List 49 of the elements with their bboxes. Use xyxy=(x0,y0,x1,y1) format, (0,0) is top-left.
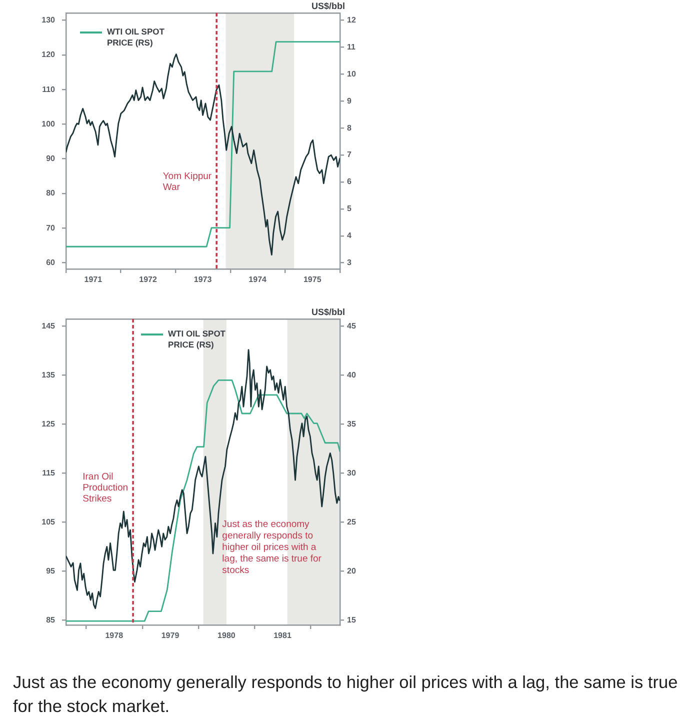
ref-line-label: Yom Kippur War xyxy=(162,171,212,194)
y2-tick-label: 3 xyxy=(347,258,352,268)
x-tick-label: 1973 xyxy=(194,275,212,284)
y2-tick-label: 30 xyxy=(347,468,356,478)
ref-line-label: Iran Oil Production Strikes xyxy=(82,471,128,504)
y-tick-label: 90 xyxy=(46,154,56,164)
y2-tick-label: 20 xyxy=(347,566,356,576)
x-tick-label: 1974 xyxy=(248,275,268,284)
y-tick-label: 85 xyxy=(46,615,56,624)
y-tick-label: 60 xyxy=(46,258,56,267)
y2-tick-label: 6 xyxy=(347,177,352,186)
y-tick-label: 130 xyxy=(42,15,56,24)
annotation: Just as the economy generally responds to higher oil prices with a lag, the same is true for stocks xyxy=(222,518,322,576)
x-tick-label: 1975 xyxy=(303,275,322,284)
y-tick-label: 110 xyxy=(42,84,56,94)
y2-tick-label: 8 xyxy=(347,123,352,132)
x-tick-label: 1978 xyxy=(105,631,124,640)
y2-tick-label: 11 xyxy=(347,42,356,52)
y2-axis-title: US$/bbl xyxy=(311,0,345,11)
y2-axis-title: US$/bbl xyxy=(311,306,345,317)
y-tick-label: 80 xyxy=(46,188,56,198)
y2-tick-label: 40 xyxy=(347,370,356,380)
y2-tick-label: 7 xyxy=(347,150,352,160)
y2-tick-label: 4 xyxy=(347,231,352,240)
text: Just as the economy generally responds to higher oil prices with a lag, the same is true for the stock market. xyxy=(13,671,679,718)
y2-tick-label: 10 xyxy=(347,69,356,78)
y-tick-label: 70 xyxy=(46,223,56,232)
x-tick-label: 1980 xyxy=(218,631,236,640)
y-tick-label: 95 xyxy=(46,566,56,576)
y-tick-label: 100 xyxy=(42,119,56,128)
y2-tick-label: 5 xyxy=(347,204,352,214)
y2-tick-label: 12 xyxy=(347,15,356,24)
legend-label: WTI OIL SPOT PRICE (RS) xyxy=(107,26,166,48)
y-tick-label: 135 xyxy=(42,370,56,380)
x-tick-label: 1981 xyxy=(274,631,292,640)
y2-tick-label: 9 xyxy=(347,96,352,106)
y-tick-label: 120 xyxy=(42,50,56,60)
y-tick-label: 105 xyxy=(42,517,56,526)
y-tick-label: 145 xyxy=(42,322,56,331)
x-tick-label: 1979 xyxy=(161,631,180,640)
x-tick-label: 1971 xyxy=(84,275,103,284)
legend-label: WTI OIL SPOT PRICE (RS) xyxy=(168,328,226,350)
y-tick-label: 115 xyxy=(42,468,56,478)
y2-tick-label: 45 xyxy=(347,322,356,331)
x-tick-label: 1972 xyxy=(139,275,158,284)
y-tick-label: 125 xyxy=(42,419,56,428)
y2-tick-label: 35 xyxy=(347,419,356,428)
y2-tick-label: 25 xyxy=(347,517,356,526)
y2-tick-label: 15 xyxy=(347,615,356,624)
